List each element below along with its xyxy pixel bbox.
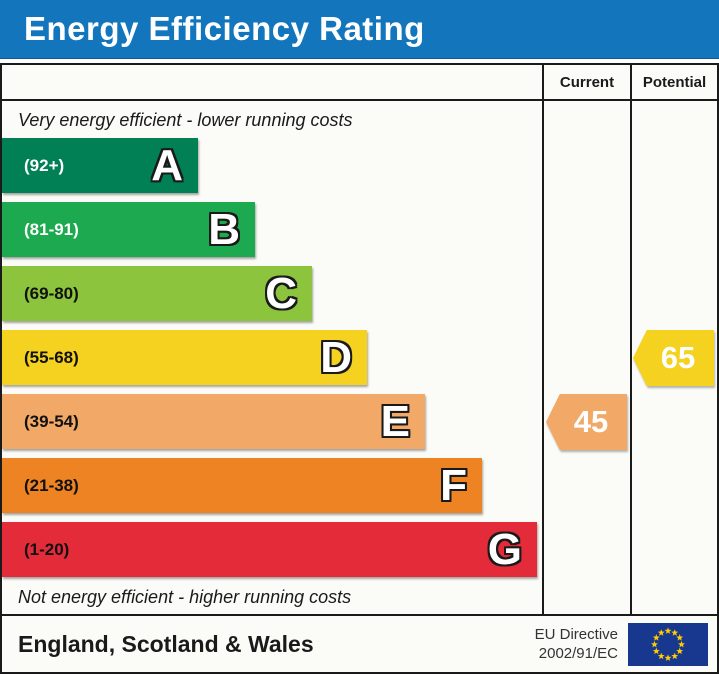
header-current: Current [542,65,630,101]
band-letter: C [265,268,297,318]
current-rating-marker-value: 45 [546,394,627,450]
band-f: (21-38) F [2,458,482,513]
eu-directive-line2: 2002/91/EC [538,645,618,662]
band-range-label: (21-38) [24,475,79,495]
rating-bands: (92+) A (81-91) B (69-80) C (55-68) D (39-54) E (2… [2,138,542,586]
potential-rating-marker: 65 [633,330,714,386]
band-letter: G [487,524,522,574]
footer: England, Scotland & Wales EU Directive 2… [0,616,719,674]
potential-rating-marker-value: 65 [633,330,714,386]
band-e: (39-54) E [2,394,425,449]
top-note: Very energy efficient - lower running co… [18,110,353,130]
title-bar: Energy Efficiency Rating [0,0,719,59]
band-a: (92+) A [2,138,198,193]
eu-directive-label: EU Directive 2002/91/EC [535,625,618,663]
header-blank-cell [2,65,542,101]
band-range-label: (69-80) [24,283,79,303]
footer-right: EU Directive 2002/91/EC [535,622,708,666]
page-title: Energy Efficiency Rating [24,10,425,47]
band-range-label: (92+) [24,155,65,175]
eu-directive-line1: EU Directive [534,626,618,643]
eu-flag-icon [628,622,708,666]
band-c: (69-80) C [2,266,312,321]
band-b: (81-91) B [2,202,255,257]
chart-area: Very energy efficient - lower running co… [2,101,542,614]
rating-table: Current Potential Very energy efficient … [0,63,719,616]
band-range-label: (39-54) [24,411,79,431]
current-cell: 45 [542,101,630,614]
band-d: (55-68) D [2,330,367,385]
band-letter: B [208,204,240,254]
band-letter: E [380,396,410,446]
header-potential: Potential [630,65,717,101]
band-range-label: (81-91) [24,219,79,239]
band-range-label: (1-20) [24,539,70,559]
band-letter: D [320,332,352,382]
band-letter: F [440,460,467,510]
band-range-label: (55-68) [24,347,79,367]
region-label: England, Scotland & Wales [18,630,314,657]
band-letter: A [151,140,183,190]
band-g: (1-20) G [2,522,537,577]
bottom-note: Not energy efficient - higher running co… [18,587,352,607]
current-rating-marker: 45 [546,394,627,450]
potential-cell: 65 [630,101,717,614]
